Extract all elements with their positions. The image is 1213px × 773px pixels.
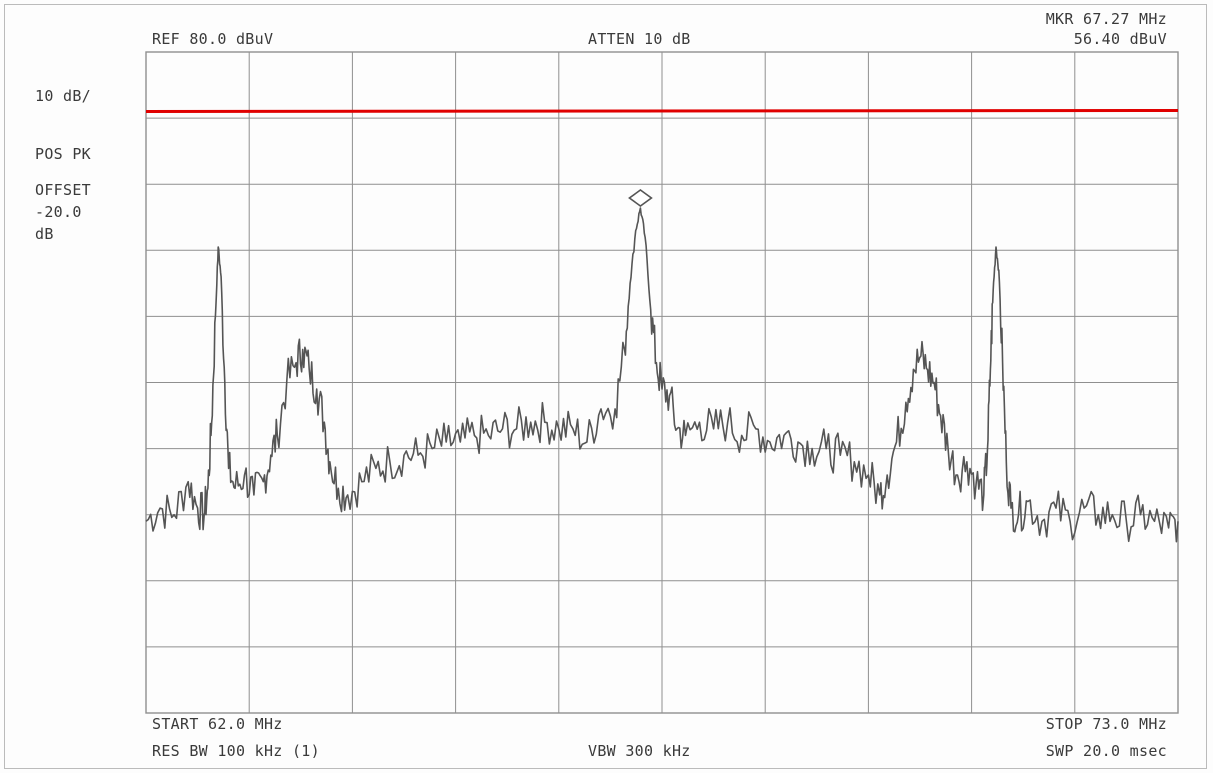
offset-label: OFFSET [35,181,91,199]
marker-level-label: 56.40 dBuV [1073,30,1167,48]
marker-group [628,189,653,207]
offset-unit: dB [35,225,54,243]
marker-frequency-label: MKR 67.27 MHz [1045,10,1167,28]
ref-level-label: REF 80.0 dBuV [152,30,274,48]
spectrum-trace [145,207,1179,543]
limit-line [145,108,1179,113]
plot-border [4,4,1207,769]
res-bw-label: RES BW 100 kHz (1) [152,742,320,760]
limit-line-group [145,108,1179,113]
vbw-label: VBW 300 kHz [588,742,691,760]
start-frequency-label: START 62.0 MHz [152,715,283,733]
scale-label: 10 dB/ [35,87,91,105]
sweep-time-label: SWP 20.0 msec [1045,742,1167,760]
detector-label: POS PK [35,145,91,163]
offset-value: -20.0 [35,203,82,221]
atten-label: ATTEN 10 dB [588,30,691,48]
trace-group [145,207,1179,543]
stop-frequency-label: STOP 73.0 MHz [1045,715,1167,733]
marker-diamond [628,189,653,207]
